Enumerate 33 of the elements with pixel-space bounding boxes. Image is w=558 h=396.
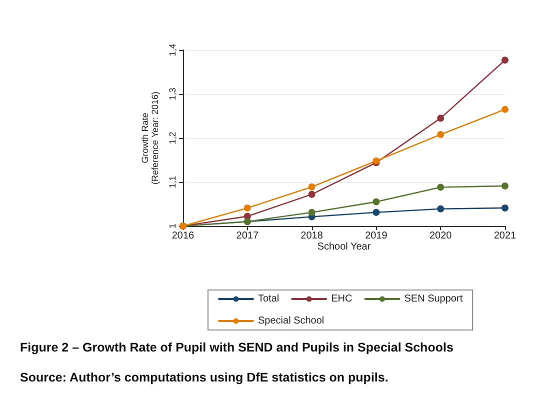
y-tick-label: 1,4: [168, 44, 178, 56]
point: [437, 205, 444, 212]
legend-label: SEN Support: [404, 294, 463, 304]
caption: Figure 2 – Growth Rate of Pupil with SEND and Pupils in Special Schools: [20, 340, 454, 354]
point: [308, 183, 316, 190]
y-tick-label: 1,2: [168, 132, 178, 144]
point: [244, 204, 251, 212]
x-tick-label: 2019: [365, 230, 388, 242]
legend-label: Total: [258, 294, 280, 304]
x-tick-label: 2016: [172, 230, 195, 242]
x-tick-label: 2021: [494, 230, 517, 242]
y-axis-title: Growth Rate (Reference Year: 2016): [140, 91, 160, 185]
y-tick-label: 1,1: [168, 176, 178, 188]
y-tick-label: 1: [168, 223, 178, 229]
x-tick-label: 2017: [236, 230, 259, 242]
y-tick-label: 1,3: [168, 88, 178, 100]
point: [502, 56, 508, 64]
x-axis-title: School Year: [317, 241, 372, 252]
point: [502, 182, 508, 190]
point: [372, 208, 380, 216]
point: [437, 114, 444, 122]
point: [437, 130, 444, 138]
point: [372, 198, 380, 206]
x-tick-label: 2018: [300, 230, 324, 242]
legend-label: Special School: [258, 316, 324, 326]
point: [502, 106, 508, 113]
legend-label: EHC: [331, 294, 352, 304]
point: [437, 184, 444, 191]
point: [308, 190, 316, 198]
source-note: Source: Author’s computations using DfE statistics on pupils.: [20, 370, 388, 384]
point: [308, 208, 316, 216]
x-tick-label: 2020: [429, 230, 452, 242]
point: [502, 204, 508, 212]
